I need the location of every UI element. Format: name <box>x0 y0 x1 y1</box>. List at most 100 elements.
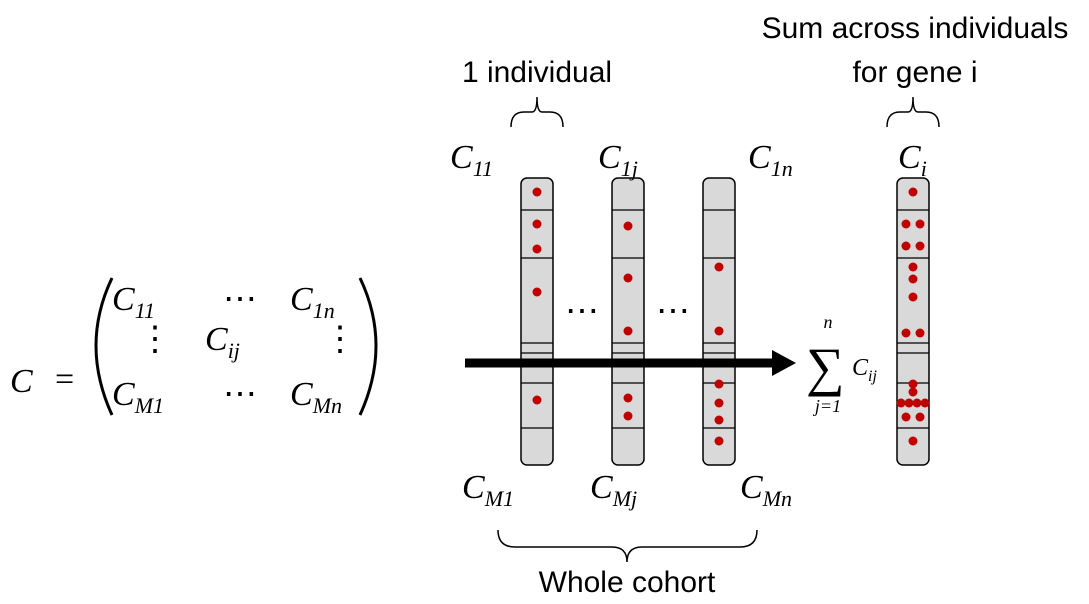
sum-label: Sum across individuals <box>762 12 1069 45</box>
dot <box>908 379 918 389</box>
dot <box>915 412 925 422</box>
base: C <box>740 469 763 506</box>
matrix-cells: C11 ⋯ C1n⋮ Cij ⋮CM1 ⋯ CMn <box>112 281 357 418</box>
math-label: C11 <box>450 139 493 181</box>
subscript: M1 <box>134 393 164 418</box>
math-symbol: ⋮ <box>138 321 172 358</box>
individual-label: 1 individual <box>462 56 612 89</box>
brace <box>497 529 758 563</box>
base: C <box>748 139 771 176</box>
base: C <box>590 469 613 506</box>
math-label: C11 <box>112 281 155 323</box>
math-label: CMn <box>740 469 792 511</box>
math-label: C1n <box>290 281 335 323</box>
subscript: 1j <box>621 156 638 181</box>
base: C <box>852 355 869 381</box>
dot <box>714 379 724 389</box>
base: C <box>462 469 485 506</box>
math-label: CM1 <box>462 469 514 511</box>
dot <box>904 398 914 408</box>
dot <box>714 262 724 272</box>
subscript: 11 <box>135 298 155 323</box>
dot <box>532 219 542 229</box>
dot <box>908 292 918 302</box>
equals: = <box>55 361 74 398</box>
paren <box>94 277 114 416</box>
math-label: CM1 <box>112 376 164 418</box>
dot <box>623 411 633 421</box>
column <box>611 177 645 466</box>
brace <box>886 96 940 128</box>
subscript: i <box>921 156 927 181</box>
subscript: ij <box>868 368 877 385</box>
paren <box>358 277 378 416</box>
ellipsis: ⋯ <box>656 293 690 330</box>
math-label: CMn <box>290 376 342 418</box>
base: C <box>205 321 228 358</box>
subscript: M1 <box>484 486 514 511</box>
dot <box>908 387 918 397</box>
dot <box>908 436 918 446</box>
dot <box>912 398 922 408</box>
subscript: 1n <box>771 156 793 181</box>
math-symbol: ⋯ <box>223 281 257 318</box>
column <box>520 177 554 466</box>
dot <box>901 241 911 251</box>
dot <box>915 328 925 338</box>
base: C <box>290 281 313 318</box>
dot <box>714 326 724 336</box>
sum-upper: n <box>824 312 833 332</box>
sum-symbol: ∑ <box>806 337 845 397</box>
base: C <box>898 139 921 176</box>
math-label: Ci <box>898 139 927 181</box>
base: C <box>112 281 135 318</box>
sum-term: Cij <box>852 355 877 385</box>
dot <box>714 415 724 425</box>
base: C <box>112 376 135 413</box>
sum-label: for gene i <box>852 56 977 89</box>
dot <box>908 274 918 284</box>
dot <box>623 393 633 403</box>
dot <box>532 395 542 405</box>
base: C <box>290 376 313 413</box>
column <box>896 177 930 466</box>
subscript: Mn <box>312 393 342 418</box>
subscript: 1n <box>313 298 335 323</box>
sum-lower: j=1 <box>813 396 841 416</box>
subscript: 11 <box>473 156 493 181</box>
dot <box>623 273 633 283</box>
dot <box>908 262 918 272</box>
dot <box>532 244 542 254</box>
math-label: Cij <box>205 321 240 363</box>
base: C <box>450 139 473 176</box>
dot <box>901 412 911 422</box>
dot <box>714 398 724 408</box>
dot <box>623 326 633 336</box>
math-symbol: ⋯ <box>223 376 257 413</box>
subscript: Mj <box>612 486 637 511</box>
brace <box>510 96 564 128</box>
dot <box>623 221 633 231</box>
dot <box>532 187 542 197</box>
dot <box>896 398 906 408</box>
dot <box>532 287 542 297</box>
dot <box>714 436 724 446</box>
arrow-head <box>772 350 796 376</box>
math-symbol: ⋮ <box>323 321 357 358</box>
ellipsis: ⋯ <box>565 293 599 330</box>
base: C <box>598 139 621 176</box>
dot <box>920 398 930 408</box>
dot <box>908 187 918 197</box>
dot <box>915 219 925 229</box>
dot <box>915 241 925 251</box>
subscript: Mn <box>762 486 792 511</box>
dot <box>901 219 911 229</box>
math-label: C1j <box>598 139 638 181</box>
cohort-label: Whole cohort <box>539 566 716 599</box>
math-label: CMj <box>590 469 637 511</box>
subscript: ij <box>228 338 240 363</box>
matrix-lhs: C <box>10 363 33 400</box>
math-label: C1n <box>748 139 793 181</box>
columns <box>520 177 930 466</box>
